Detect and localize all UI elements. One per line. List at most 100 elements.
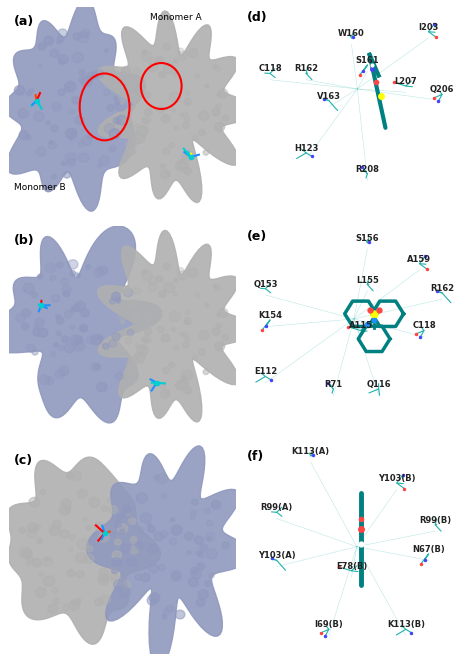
Circle shape (72, 305, 80, 312)
Circle shape (59, 506, 70, 515)
Circle shape (173, 59, 178, 63)
Circle shape (100, 575, 108, 582)
Circle shape (212, 328, 220, 335)
Text: R162: R162 (430, 284, 454, 293)
Polygon shape (4, 0, 146, 212)
Circle shape (119, 587, 130, 597)
Circle shape (129, 356, 139, 365)
Text: R71: R71 (324, 380, 342, 389)
Circle shape (213, 284, 217, 288)
Circle shape (79, 77, 84, 82)
Circle shape (159, 291, 166, 297)
Circle shape (157, 326, 164, 332)
Circle shape (153, 549, 157, 554)
Circle shape (69, 136, 73, 140)
Circle shape (115, 373, 123, 380)
Circle shape (182, 112, 188, 117)
Circle shape (209, 573, 214, 578)
Text: Monomer A: Monomer A (150, 13, 201, 22)
Circle shape (187, 551, 191, 555)
Circle shape (222, 542, 229, 549)
Circle shape (56, 317, 64, 324)
Circle shape (51, 125, 58, 132)
Circle shape (111, 532, 115, 536)
Circle shape (160, 170, 170, 178)
Circle shape (82, 136, 92, 145)
Circle shape (184, 117, 190, 122)
Circle shape (64, 311, 73, 318)
Circle shape (76, 570, 84, 578)
Circle shape (203, 369, 209, 375)
Circle shape (107, 104, 114, 111)
Circle shape (218, 308, 228, 317)
Circle shape (142, 50, 147, 54)
Circle shape (58, 345, 64, 350)
Circle shape (118, 90, 130, 100)
Circle shape (164, 63, 175, 73)
Circle shape (69, 548, 73, 551)
Circle shape (87, 135, 92, 139)
Circle shape (111, 568, 118, 574)
Circle shape (142, 346, 146, 349)
Circle shape (50, 50, 59, 58)
Circle shape (46, 377, 54, 385)
Circle shape (120, 100, 124, 104)
Circle shape (52, 520, 62, 529)
Circle shape (142, 51, 152, 61)
Circle shape (134, 133, 145, 143)
Circle shape (77, 539, 88, 549)
Circle shape (143, 335, 151, 343)
Text: R162: R162 (294, 65, 318, 73)
Circle shape (54, 598, 59, 604)
Circle shape (161, 531, 168, 538)
Circle shape (163, 263, 171, 270)
Polygon shape (0, 226, 162, 423)
Text: H123: H123 (294, 144, 319, 153)
Circle shape (117, 115, 127, 125)
Circle shape (102, 343, 109, 349)
Circle shape (160, 164, 166, 169)
Circle shape (190, 567, 198, 574)
Circle shape (162, 615, 167, 619)
Circle shape (145, 338, 149, 342)
Circle shape (122, 286, 130, 293)
Circle shape (52, 102, 61, 111)
Circle shape (169, 311, 181, 322)
Circle shape (191, 499, 198, 505)
Circle shape (26, 91, 31, 96)
Circle shape (38, 329, 48, 337)
Text: (d): (d) (247, 11, 268, 24)
Circle shape (32, 559, 41, 567)
Circle shape (27, 528, 37, 538)
Circle shape (136, 344, 139, 347)
Circle shape (95, 522, 103, 530)
Circle shape (169, 143, 174, 148)
Circle shape (199, 330, 209, 340)
Text: Q116: Q116 (366, 380, 391, 389)
Circle shape (79, 141, 84, 147)
Circle shape (112, 568, 118, 573)
Circle shape (116, 297, 120, 301)
Circle shape (21, 323, 29, 330)
Circle shape (159, 71, 166, 78)
Circle shape (144, 311, 151, 318)
Circle shape (64, 172, 71, 178)
Circle shape (148, 544, 158, 553)
Text: K113(A): K113(A) (292, 447, 330, 456)
Circle shape (141, 513, 152, 523)
Circle shape (135, 574, 142, 580)
Circle shape (199, 553, 204, 558)
Circle shape (58, 55, 68, 64)
Circle shape (180, 332, 183, 336)
Circle shape (44, 36, 54, 45)
Circle shape (118, 524, 128, 533)
Circle shape (149, 593, 160, 603)
Circle shape (75, 301, 85, 311)
Text: K154: K154 (258, 311, 282, 320)
Circle shape (154, 532, 164, 541)
Circle shape (38, 43, 46, 50)
Circle shape (160, 383, 166, 388)
Circle shape (111, 576, 122, 586)
Circle shape (131, 312, 140, 321)
Circle shape (105, 49, 108, 52)
